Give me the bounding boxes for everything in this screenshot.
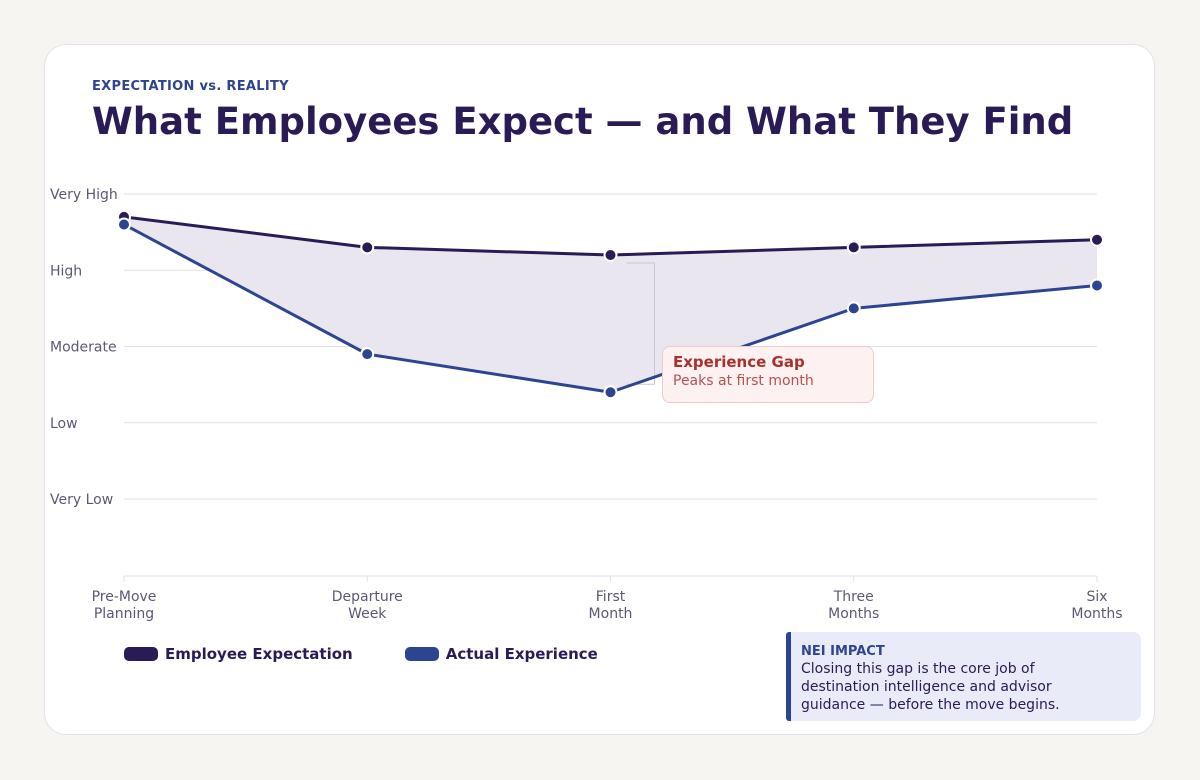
y-tick-label: Low — [50, 416, 78, 432]
callout-title: Experience Gap — [673, 353, 805, 371]
page-title: What Employees Expect — and What They Fi… — [92, 100, 1074, 143]
x-tick-label: Departure Week — [332, 589, 403, 622]
eyebrow-label: EXPECTATION vs. REALITY — [92, 79, 289, 94]
legend-item-expectation: Employee Expectation — [124, 645, 353, 663]
callout-subtitle: Peaks at first month — [673, 373, 814, 389]
legend-swatch-expectation — [124, 647, 158, 661]
gap-bracket — [626, 262, 655, 385]
actual-point — [603, 385, 618, 400]
impact-line: destination intelligence and advisor — [801, 679, 1052, 695]
experience-gap-callout: Experience Gap Peaks at first month — [662, 346, 874, 403]
legend-label-actual: Actual Experience — [445, 645, 598, 663]
chart-legend: Employee Expectation Actual Experience — [124, 645, 650, 663]
impact-line: Closing this gap is the core job of — [801, 661, 1035, 677]
expectation-point — [846, 240, 861, 255]
y-tick-label: High — [50, 263, 82, 279]
y-tick-label: Moderate — [50, 340, 117, 356]
legend-item-actual: Actual Experience — [404, 645, 598, 663]
y-axis-labels: Very Low Low Moderate High Very High — [50, 187, 118, 508]
nei-impact-panel: NEI IMPACT Closing this gap is the core … — [786, 632, 1141, 721]
actual-point — [117, 217, 131, 232]
expectation-point — [603, 248, 618, 262]
impact-body: Closing this gap is the core job of dest… — [801, 660, 1129, 714]
impact-line: guidance — before the move begins. — [801, 697, 1060, 713]
legend-label-expectation: Employee Expectation — [165, 645, 353, 663]
expectation-point — [1090, 232, 1104, 247]
x-tick-label: First Month — [589, 589, 633, 622]
x-tick-label: Three Months — [828, 589, 879, 622]
y-tick-label: Very High — [50, 187, 118, 203]
actual-point — [360, 347, 375, 362]
x-tick-label: Pre-Move Planning — [92, 589, 157, 622]
actual-point — [846, 301, 861, 316]
series-points — [117, 209, 1104, 400]
impact-title: NEI IMPACT — [801, 644, 885, 659]
x-tick-label: Six Months — [1071, 589, 1122, 622]
expectation-point — [360, 240, 375, 255]
actual-point — [1090, 278, 1104, 293]
legend-swatch-actual — [404, 647, 439, 661]
y-tick-label: Very Low — [50, 492, 113, 508]
x-axis-labels: Pre-Move Planning Departure Week First Month T… — [92, 589, 1123, 622]
